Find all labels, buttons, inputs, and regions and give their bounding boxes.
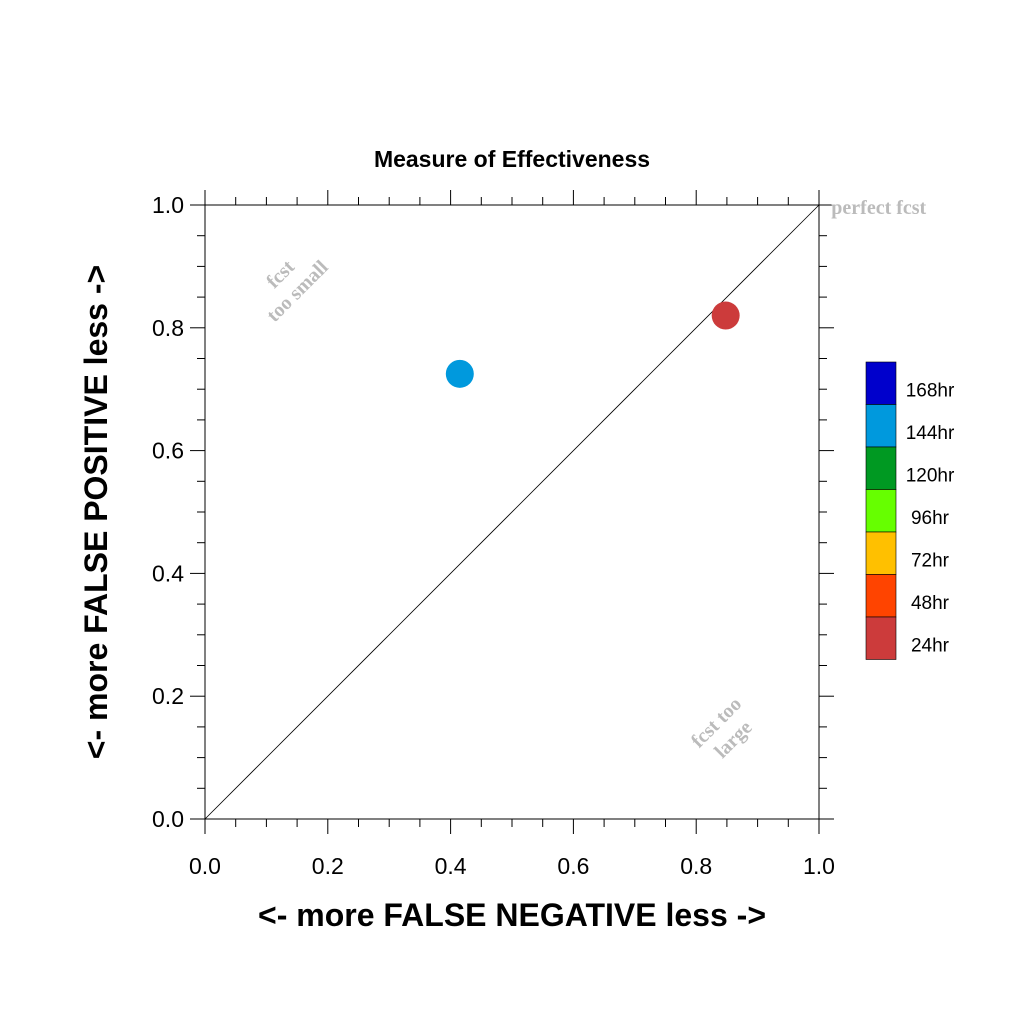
- x-tick-label: 0.6: [557, 853, 589, 879]
- x-tick-label: 0.8: [680, 853, 712, 879]
- annotation: perfect fcst: [831, 197, 926, 219]
- legend: 168hr 144hr 120hr 96hr 72hr 48hr 24hr: [865, 361, 955, 660]
- x-tick-label: 0.0: [189, 853, 221, 879]
- legend-swatch: [865, 574, 897, 618]
- chart-title: Measure of Effectiveness: [374, 146, 650, 172]
- legend-label: 72hr: [911, 551, 950, 572]
- legend-label: 96hr: [911, 508, 950, 529]
- x-tick-label: 0.2: [312, 853, 344, 879]
- y-tick-label: 0.4: [152, 560, 184, 586]
- legend-label: 120hr: [906, 466, 955, 487]
- legend-swatch: [865, 404, 897, 448]
- legend-label: 144hr: [906, 423, 955, 444]
- y-tick-label: 0.6: [152, 438, 184, 464]
- legend-swatch: [865, 446, 897, 490]
- y-tick-label: 0.0: [152, 806, 184, 832]
- legend-swatch: [865, 531, 897, 575]
- annotation-text: perfect fcst: [831, 197, 926, 219]
- x-tick-label: 0.4: [435, 853, 467, 879]
- y-tick-label: 0.8: [152, 315, 184, 341]
- plot-area: 0.0 0.2 0.4 0.6 0.8 1.0 0.0 0.2 0.4 0.6 0.8 1.0 fcst…: [152, 190, 927, 879]
- x-axis-title: <- more FALSE NEGATIVE less ->: [258, 897, 766, 933]
- legend-label: 48hr: [911, 593, 950, 614]
- y-axis-title: <- more FALSE POSITIVE less ->: [78, 265, 114, 759]
- legend-label: 168hr: [906, 381, 955, 402]
- legend-swatch: [865, 616, 897, 660]
- y-tick-label: 1.0: [152, 192, 184, 218]
- legend-swatch: [865, 361, 897, 405]
- data-point-144hr: [445, 359, 474, 388]
- legend-label: 24hr: [911, 636, 950, 657]
- x-tick-label: 1.0: [803, 853, 835, 879]
- legend-swatch: [865, 489, 897, 533]
- data-point-24hr: [711, 301, 740, 330]
- y-tick-label: 0.2: [152, 683, 184, 709]
